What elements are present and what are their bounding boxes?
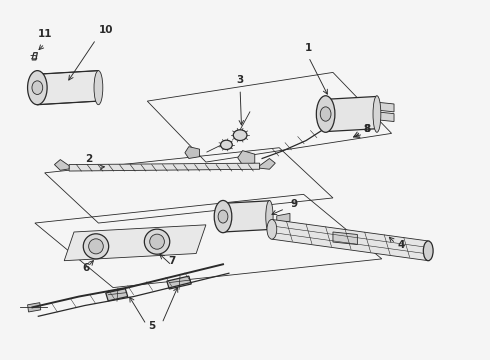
- Text: 11: 11: [37, 28, 52, 39]
- Polygon shape: [69, 163, 260, 171]
- Ellipse shape: [32, 81, 43, 94]
- Ellipse shape: [317, 96, 335, 132]
- Text: 7: 7: [168, 256, 175, 266]
- Text: 3: 3: [237, 75, 244, 85]
- Ellipse shape: [320, 107, 331, 121]
- Text: 10: 10: [98, 25, 113, 35]
- Text: 9: 9: [290, 199, 297, 209]
- Polygon shape: [377, 112, 394, 122]
- Polygon shape: [106, 289, 128, 301]
- Ellipse shape: [266, 201, 273, 233]
- Polygon shape: [238, 150, 255, 165]
- Ellipse shape: [423, 241, 433, 261]
- Polygon shape: [377, 102, 394, 112]
- Text: 2: 2: [85, 154, 92, 164]
- Ellipse shape: [145, 229, 170, 254]
- Polygon shape: [185, 147, 199, 158]
- Polygon shape: [167, 276, 191, 289]
- Polygon shape: [37, 71, 98, 105]
- Ellipse shape: [267, 220, 277, 239]
- Text: 8: 8: [364, 123, 370, 134]
- Polygon shape: [54, 159, 69, 170]
- Text: 6: 6: [83, 264, 90, 274]
- Text: 5: 5: [148, 321, 156, 331]
- Ellipse shape: [83, 234, 109, 259]
- Ellipse shape: [150, 234, 164, 249]
- Ellipse shape: [94, 71, 103, 105]
- Polygon shape: [333, 232, 357, 244]
- Polygon shape: [277, 213, 290, 223]
- Polygon shape: [326, 96, 377, 132]
- Text: 1: 1: [305, 43, 312, 53]
- Ellipse shape: [220, 140, 232, 149]
- Text: 4: 4: [398, 240, 405, 250]
- Polygon shape: [260, 158, 275, 169]
- Ellipse shape: [214, 201, 232, 233]
- Ellipse shape: [27, 71, 47, 105]
- Polygon shape: [27, 303, 41, 312]
- Polygon shape: [272, 220, 428, 261]
- Text: 8: 8: [364, 123, 371, 134]
- Polygon shape: [223, 201, 270, 232]
- Polygon shape: [64, 225, 206, 261]
- Ellipse shape: [373, 96, 381, 132]
- Ellipse shape: [218, 210, 228, 223]
- Ellipse shape: [89, 239, 103, 254]
- Ellipse shape: [233, 130, 247, 140]
